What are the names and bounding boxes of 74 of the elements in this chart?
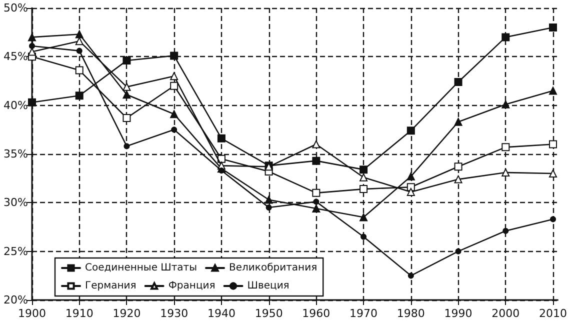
point: [28, 33, 36, 42]
x-tick-label: 1950: [254, 307, 283, 320]
point: [171, 126, 178, 133]
point: [454, 118, 462, 126]
y-tick-label: 20%: [4, 294, 28, 306]
point: [360, 166, 368, 174]
y-tick-label: 30%: [4, 196, 28, 210]
point: [122, 82, 131, 91]
point: [360, 213, 368, 222]
point: [502, 100, 510, 108]
point: [549, 140, 558, 148]
point: [75, 37, 84, 46]
x-tick-label: 1970: [350, 307, 378, 320]
legend-label: Соединенные Штаты: [85, 262, 198, 274]
point: [218, 168, 224, 174]
x-tick-label: 1960: [302, 307, 330, 320]
x-tick-label: 1900: [18, 307, 46, 320]
point: [408, 272, 414, 279]
x-tick-label: 1980: [396, 307, 425, 320]
point: [312, 188, 320, 197]
point: [170, 82, 178, 90]
point: [550, 216, 556, 222]
point: [406, 188, 415, 196]
point: [170, 72, 178, 80]
point: [502, 143, 510, 152]
point: [124, 143, 130, 150]
point: [122, 56, 131, 65]
y-tick-label: 50%: [4, 2, 28, 14]
x-tick-label: 2010: [539, 307, 568, 320]
point: [360, 173, 368, 182]
point: [217, 134, 226, 142]
point: [312, 140, 320, 148]
point: [454, 162, 462, 171]
point: [454, 175, 462, 184]
legend-label: Швеция: [247, 280, 290, 292]
x-tick-label: 1930: [160, 307, 188, 320]
point: [266, 204, 272, 211]
point: [75, 30, 84, 38]
point: [406, 126, 415, 135]
point: [75, 92, 84, 100]
point: [360, 185, 368, 194]
x-tick-label: 2000: [492, 307, 520, 320]
point: [29, 42, 35, 49]
point: [170, 52, 178, 60]
point: [75, 66, 84, 74]
point: [122, 114, 131, 122]
x-tick-label: 1920: [112, 307, 141, 320]
point: [28, 98, 36, 106]
y-tick-label: 45%: [4, 50, 28, 64]
point: [122, 90, 131, 99]
x-tick-label: 1940: [207, 307, 236, 320]
y-tick-label: 25%: [4, 244, 28, 258]
point: [455, 248, 462, 254]
point: [170, 110, 178, 118]
point: [502, 228, 509, 234]
legend-label: Германия: [85, 280, 136, 292]
point: [360, 234, 367, 240]
point: [76, 48, 82, 54]
x-tick-label: 1910: [65, 307, 94, 320]
y-tick-label: 35%: [4, 148, 28, 160]
x-tick-label: 1990: [444, 307, 472, 320]
point: [312, 156, 320, 165]
y-tick-label: 40%: [4, 98, 28, 112]
point: [454, 78, 462, 86]
point: [549, 86, 558, 95]
point: [549, 23, 558, 32]
legend-label: Франция: [168, 280, 216, 292]
point: [502, 33, 510, 42]
point: [264, 196, 273, 204]
legend-label: Великобритания: [229, 262, 318, 274]
point: [406, 172, 415, 180]
point: [313, 198, 320, 205]
point: [312, 204, 320, 213]
point: [502, 168, 510, 176]
